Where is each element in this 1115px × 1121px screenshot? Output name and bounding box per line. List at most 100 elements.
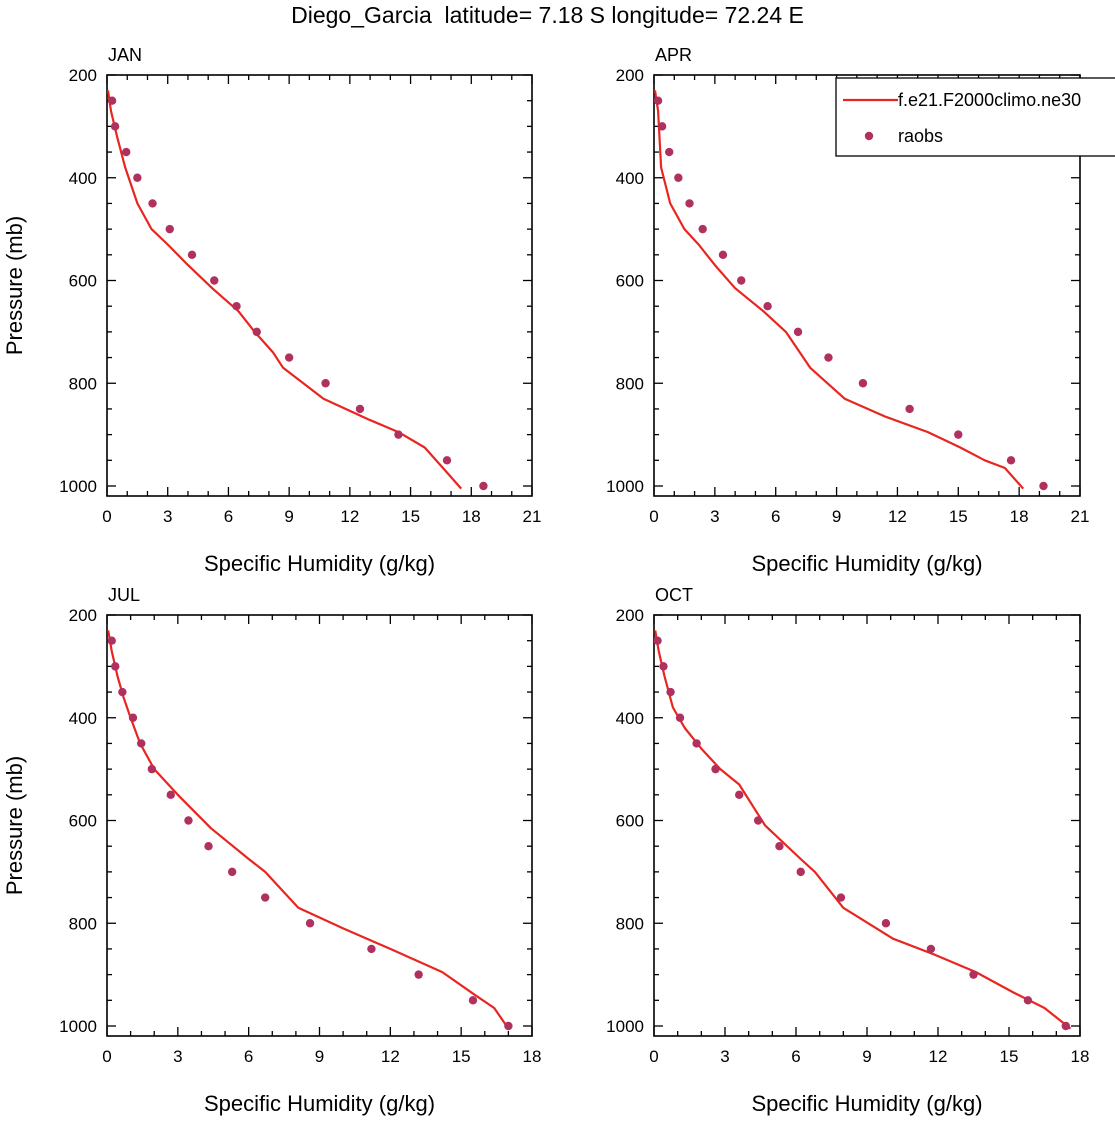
raobs-point	[692, 739, 701, 748]
raobs-point	[107, 636, 116, 645]
raobs-point	[796, 867, 805, 877]
y-tick-label: 400	[69, 709, 97, 728]
y-tick-label: 200	[616, 606, 644, 625]
chart-panel-jan: 0 3 6 9 12 15 18 21 200 400 600 800 1000 JAN Specific …	[2, 45, 541, 576]
y-tick-label: 200	[616, 66, 644, 85]
y-tick-label: 1000	[606, 1017, 644, 1036]
raobs-point	[107, 96, 117, 105]
y-axis-label: Pressure (mb)	[2, 756, 27, 895]
y-tick-label: 400	[69, 169, 97, 188]
y-tick-label: 1000	[59, 477, 97, 496]
raobs-point	[252, 327, 261, 337]
raobs-point	[118, 687, 127, 697]
x-tick-label: 0	[102, 1047, 111, 1066]
x-tick-label: 3	[720, 1047, 729, 1066]
x-tick-label: 9	[315, 1047, 324, 1066]
raobs-point	[133, 173, 142, 182]
raobs-point	[905, 404, 914, 414]
legend-model-label: f.e21.F2000climo.ne30	[898, 90, 1081, 110]
x-tick-label: 6	[791, 1047, 800, 1066]
model-line	[654, 630, 1072, 1030]
y-tick-label: 800	[69, 374, 97, 393]
raobs-point	[232, 301, 241, 311]
y-tick-label: 600	[616, 812, 644, 831]
legend-dot-swatch	[864, 131, 874, 141]
y-tick-label: 400	[616, 169, 644, 188]
panel-title: JUL	[108, 585, 140, 605]
raobs-point	[737, 276, 746, 285]
raobs-point	[763, 301, 772, 311]
raobs-point	[187, 250, 197, 260]
panel-title: APR	[655, 45, 692, 65]
x-tick-label: 0	[102, 507, 111, 526]
raobs-point	[685, 199, 694, 208]
y-tick-label: 600	[616, 272, 644, 291]
raobs-point	[858, 379, 868, 388]
x-tick-label: 18	[462, 507, 481, 526]
x-tick-label: 9	[832, 507, 841, 526]
y-axis-label: Pressure (mb)	[2, 216, 27, 355]
raobs-point	[137, 739, 146, 748]
raobs-point	[735, 790, 744, 800]
raobs-point	[165, 224, 174, 234]
plot-frame	[653, 74, 1081, 497]
x-axis-label: Specific Humidity (g/kg)	[751, 1091, 982, 1116]
panel-title: OCT	[655, 585, 693, 605]
raobs-point	[793, 327, 803, 337]
x-tick-label: 6	[224, 507, 233, 526]
raobs-point	[1023, 996, 1033, 1005]
x-tick-label: 6	[771, 507, 780, 526]
model-line	[107, 630, 510, 1030]
raobs-point	[1039, 481, 1048, 491]
raobs-point	[969, 970, 978, 979]
x-tick-label: 9	[862, 1047, 871, 1066]
x-tick-label: 12	[340, 507, 359, 526]
raobs-point	[260, 893, 270, 902]
y-tick-label: 1000	[606, 477, 644, 496]
y-tick-label: 800	[69, 914, 97, 933]
raobs-point	[698, 224, 707, 234]
model-line	[107, 90, 463, 490]
raobs-point	[718, 250, 728, 260]
x-tick-label: 6	[244, 1047, 253, 1066]
raobs-point	[122, 147, 131, 157]
legend-box	[835, 77, 1115, 157]
plot-data	[654, 90, 1048, 491]
x-tick-label: 3	[163, 507, 172, 526]
x-tick-label: 21	[1071, 507, 1090, 526]
x-tick-label: 3	[173, 1047, 182, 1066]
y-tick-label: 1000	[59, 1017, 97, 1036]
raobs-point	[753, 816, 763, 825]
plot-frame	[106, 614, 533, 1037]
y-tick-label: 800	[616, 374, 644, 393]
raobs-point	[674, 173, 683, 182]
raobs-point	[711, 764, 720, 774]
raobs-point	[147, 764, 157, 774]
raobs-point	[321, 379, 330, 388]
raobs-point	[305, 919, 315, 928]
raobs-point	[665, 147, 674, 157]
raobs-point	[666, 687, 675, 697]
chart-panel-oct: 0 3 6 9 12 15 18 200 400 600 800 1000 OCT Specific Hu…	[606, 585, 1089, 1116]
raobs-point	[775, 841, 784, 851]
raobs-point	[1006, 456, 1016, 465]
raobs-point	[659, 662, 668, 671]
y-tick-label: 200	[69, 606, 97, 625]
x-tick-label: 12	[929, 1047, 948, 1066]
raobs-point	[148, 199, 157, 208]
raobs-point	[184, 816, 193, 825]
plot-data	[654, 630, 1072, 1031]
raobs-point	[836, 893, 846, 902]
plot-data	[107, 630, 513, 1031]
raobs-point	[881, 919, 891, 928]
x-tick-label: 18	[523, 1047, 542, 1066]
model-line	[654, 90, 1025, 490]
y-tick-label: 600	[69, 272, 97, 291]
x-tick-label: 3	[710, 507, 719, 526]
x-tick-label: 15	[949, 507, 968, 526]
raobs-point	[128, 713, 138, 722]
x-tick-label: 9	[284, 507, 293, 526]
x-tick-label: 18	[1071, 1047, 1090, 1066]
x-tick-label: 15	[401, 507, 420, 526]
